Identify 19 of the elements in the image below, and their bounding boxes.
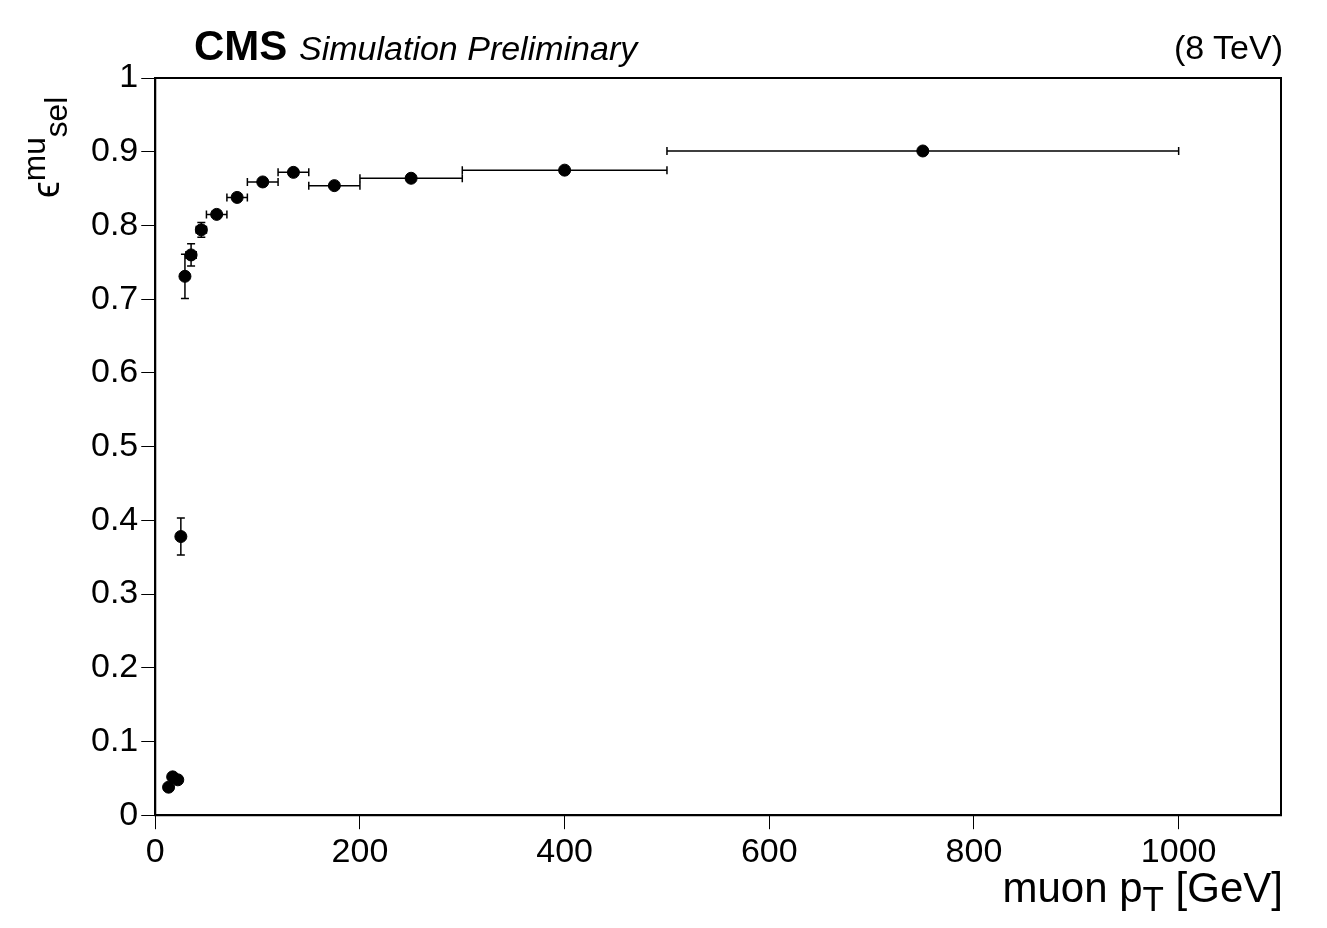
- y-tick-label: 0.2: [91, 646, 139, 685]
- y-tick-label: 0.1: [91, 719, 139, 758]
- chart-title: CMS: [194, 22, 288, 69]
- y-tick-label: 0.9: [91, 130, 139, 169]
- y-tick-label: 0: [119, 793, 139, 832]
- x-tick-label: 0: [145, 830, 165, 869]
- y-tick-label: 0.8: [91, 203, 139, 242]
- x-tick-label: 800: [945, 830, 1003, 869]
- y-tick-label: 0.4: [91, 498, 139, 537]
- text: (8 TeV): [1174, 28, 1283, 67]
- chart-subtitle: Simulation Preliminary: [299, 29, 638, 67]
- x-tick-label: 400: [536, 830, 593, 869]
- y-tick-label: 0.5: [91, 424, 139, 463]
- y-tick-label: 0.3: [91, 572, 139, 611]
- y-tick-label: 0.6: [91, 351, 139, 390]
- x-tick-label: 600: [740, 830, 798, 869]
- y-tick-label: 0.7: [91, 277, 139, 316]
- x-tick-label: 200: [331, 830, 389, 869]
- y-tick-label: 1: [119, 56, 139, 95]
